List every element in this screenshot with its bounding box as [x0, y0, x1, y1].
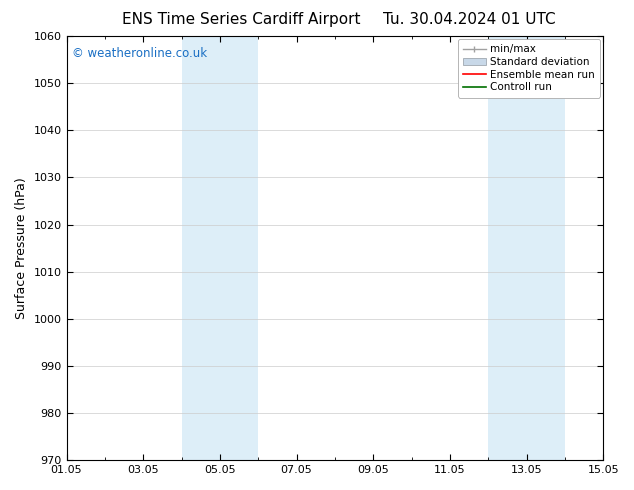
Bar — [181, 36, 258, 460]
Legend: min/max, Standard deviation, Ensemble mean run, Controll run: min/max, Standard deviation, Ensemble me… — [458, 39, 600, 98]
Text: ENS Time Series Cardiff Airport: ENS Time Series Cardiff Airport — [122, 12, 360, 27]
Text: © weatheronline.co.uk: © weatheronline.co.uk — [72, 47, 207, 60]
Text: Tu. 30.04.2024 01 UTC: Tu. 30.04.2024 01 UTC — [383, 12, 555, 27]
Bar — [488, 36, 565, 460]
Y-axis label: Surface Pressure (hPa): Surface Pressure (hPa) — [15, 177, 28, 319]
